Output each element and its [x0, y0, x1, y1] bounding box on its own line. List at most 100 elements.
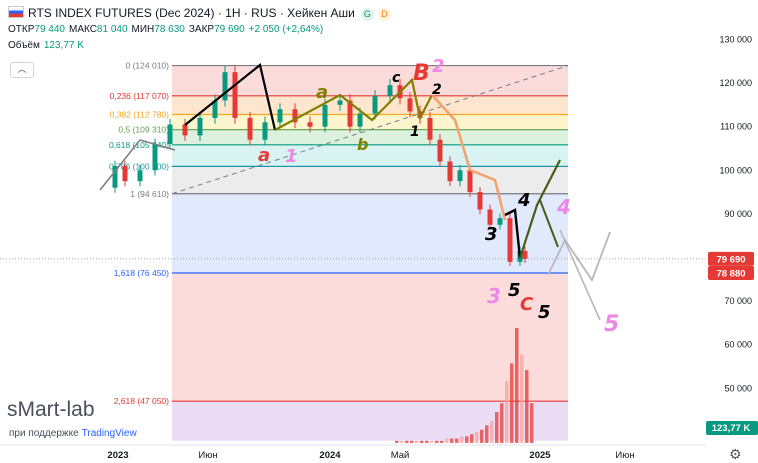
- candle-body: [122, 165, 128, 182]
- trend-line: [171, 65, 569, 195]
- price-axis-tick: 110 000: [720, 122, 752, 132]
- volume-bar: [440, 440, 444, 443]
- candle-body: [437, 139, 443, 162]
- price-axis-tick: 70 000: [724, 296, 752, 306]
- wave-line: [431, 94, 507, 221]
- time-axis-label: Июн: [615, 450, 634, 461]
- fib-level-label: 0 (124 010): [126, 61, 170, 71]
- wave-label: 5: [538, 302, 551, 323]
- wave-line: [559, 229, 601, 321]
- volume-bar: [485, 425, 489, 443]
- volume-bar: [520, 354, 524, 443]
- wave-line: [518, 159, 561, 259]
- wave-label: 5: [508, 280, 521, 301]
- candle-body: [182, 124, 188, 136]
- candle-body: [152, 144, 158, 171]
- wave-label: 4: [517, 190, 531, 211]
- close-label: ЗАКР: [188, 24, 215, 35]
- fib-zone: [172, 166, 568, 194]
- fib-price-tag-bg: [708, 265, 754, 280]
- volume-bar: [475, 431, 479, 443]
- volume-bar: [465, 436, 469, 443]
- candle-body: [197, 117, 203, 136]
- fib-level-label: 1,618 (76 450): [114, 268, 169, 278]
- volume-bar: [400, 440, 404, 443]
- watermark: sMart-lab: [7, 398, 95, 421]
- wave-label: 3: [487, 284, 501, 308]
- candle-body: [277, 109, 283, 123]
- fib-level-label: 1 (94 610): [130, 189, 169, 199]
- wave-label: 1: [285, 146, 298, 167]
- wave-label: b: [357, 135, 368, 154]
- wave-label: c: [392, 70, 401, 86]
- fib-zone: [172, 114, 568, 130]
- wave-label: 5: [604, 312, 619, 337]
- close-value: 79 690: [214, 24, 245, 35]
- price-axis-tick: 100 000: [719, 165, 752, 175]
- price-axis-tick: 90 000: [724, 209, 752, 219]
- chart-header: RTS INDEX FUTURES (Dec 2024) · 1Н · RUS …: [8, 6, 391, 21]
- volume-bar: [500, 403, 504, 443]
- candle-body: [232, 72, 238, 118]
- support-label: при поддержке: [9, 428, 79, 439]
- time-axis-label: 2025: [529, 450, 551, 461]
- candle-body: [262, 122, 268, 140]
- candle-body: [307, 122, 313, 127]
- volume-bar: [510, 363, 514, 443]
- wave-line: [547, 231, 611, 282]
- symbol-title[interactable]: RTS INDEX FUTURES (Dec 2024) · 1Н · RUS …: [28, 6, 355, 20]
- price-axis-tick: 120 000: [719, 78, 752, 88]
- time-axis-label: Май: [391, 450, 410, 461]
- candle-body: [212, 100, 218, 118]
- wave-label: a: [316, 82, 328, 103]
- volume-bar: [445, 438, 449, 443]
- volume-bar: [425, 440, 429, 443]
- wave-line: [504, 208, 522, 259]
- volume-bar: [460, 436, 464, 443]
- delayed-data-icon[interactable]: D: [377, 8, 391, 21]
- fib-price-tag: 78 880: [716, 268, 745, 279]
- candle-body: [112, 165, 118, 188]
- price-axis-tick: 130 000: [719, 34, 752, 44]
- low-label: МИН: [131, 24, 155, 35]
- powered-by: при поддержке TradingView: [9, 428, 137, 439]
- volume-bar: [420, 440, 424, 443]
- fib-zone: [172, 129, 568, 145]
- wave-label: 2: [432, 82, 442, 98]
- volume-bar: [525, 370, 529, 443]
- tradingview-link[interactable]: TradingView: [81, 428, 137, 439]
- volume-bar: [495, 412, 499, 443]
- candle-body: [467, 170, 473, 193]
- candle-body: [292, 109, 298, 123]
- candle-body: [387, 85, 393, 97]
- high-label: МАКС: [68, 24, 97, 35]
- volume-bar: [530, 403, 534, 443]
- candle-body: [487, 209, 493, 225]
- candle-body: [337, 100, 343, 105]
- candle-body: [507, 218, 513, 262]
- fib-zone: [172, 65, 568, 96]
- fib-zone: [172, 144, 568, 167]
- volume-bar: [395, 440, 399, 443]
- low-value: 78 630: [154, 24, 185, 35]
- market-status-icon[interactable]: G: [360, 8, 374, 21]
- volume-bar: [450, 438, 454, 443]
- volume-bar: [490, 420, 494, 443]
- price-axis: [706, 22, 758, 445]
- price-axis-tick: 60 000: [724, 340, 752, 350]
- fib-level-label: 0,5 (109 310): [118, 125, 169, 135]
- chevron-up-icon[interactable]: ︿: [10, 62, 34, 78]
- volume-bar: [455, 438, 459, 443]
- time-axis-label: Июн: [198, 450, 217, 461]
- candle-body: [407, 98, 413, 112]
- wave-line: [99, 139, 176, 191]
- volume-bar: [515, 328, 519, 443]
- gear-icon[interactable]: ⚙: [729, 446, 742, 462]
- candle-body: [427, 117, 433, 140]
- volume-tag-bg: [706, 421, 758, 435]
- volume-bar: [415, 440, 419, 443]
- fib-level-label: 0,786 (100 900): [109, 161, 169, 171]
- wave-label: 1: [410, 124, 420, 140]
